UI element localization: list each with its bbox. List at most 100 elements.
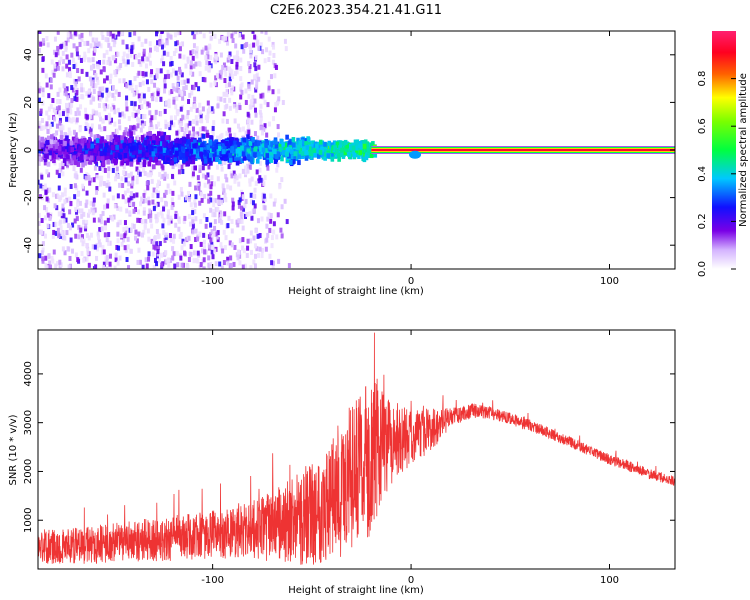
spectrogram-cell bbox=[175, 82, 179, 88]
spectrogram-cell bbox=[177, 226, 181, 232]
spectrogram-cell bbox=[102, 192, 106, 198]
spectrogram-cell bbox=[80, 251, 84, 257]
spectrogram-cell bbox=[278, 146, 283, 152]
spectrogram-cell bbox=[53, 49, 57, 55]
spectrogram-cell bbox=[95, 138, 100, 144]
spectrogram-cell bbox=[153, 114, 157, 120]
spectrogram-cell bbox=[89, 200, 93, 206]
spectrogram-cell bbox=[53, 203, 57, 209]
spectrogram-cell bbox=[101, 161, 106, 167]
spectrogram-cell bbox=[335, 141, 340, 147]
spectrogram-cell bbox=[228, 240, 232, 246]
spectrogram-cell bbox=[256, 233, 260, 239]
spectrogram-cell bbox=[160, 44, 164, 50]
spectrogram-cell bbox=[210, 106, 214, 112]
spectrogram-cell bbox=[57, 185, 61, 191]
spectrogram-cell bbox=[300, 150, 304, 156]
spectrogram-cell bbox=[125, 44, 129, 50]
spectrogram-cell bbox=[53, 109, 57, 115]
spectrogram-cell bbox=[157, 245, 161, 251]
spectrogram-cell bbox=[269, 155, 273, 161]
spectrogram-cell bbox=[107, 91, 111, 97]
spectrogram-cell bbox=[107, 147, 111, 153]
spectrogram-cell bbox=[53, 116, 57, 122]
spectrogram-cell bbox=[267, 143, 272, 149]
spectrogram-cell bbox=[173, 157, 178, 163]
spectrogram-cell bbox=[162, 61, 166, 67]
spectrogram-cell bbox=[162, 42, 166, 48]
spectrogram-cell bbox=[71, 222, 75, 228]
spectrogram-cell bbox=[103, 220, 107, 226]
spectrogram-cell bbox=[39, 108, 43, 114]
spectrogram-cell bbox=[278, 184, 282, 190]
spectrogram-cell bbox=[285, 134, 289, 140]
spectrogram-cell bbox=[43, 183, 47, 189]
spectrogram-cell bbox=[68, 117, 72, 123]
spectrogram-cell bbox=[137, 36, 141, 42]
spectrogram-cell bbox=[55, 62, 59, 68]
spectrogram-cell bbox=[135, 54, 139, 60]
spectrogram-cell bbox=[158, 171, 162, 177]
spectrogram-cell bbox=[157, 121, 161, 127]
spectrogram-cell bbox=[160, 213, 164, 219]
spectrogram-cell bbox=[292, 142, 296, 148]
spectrogram-cell bbox=[95, 174, 99, 180]
spectrogram-cell bbox=[149, 212, 153, 218]
spectrogram-cell bbox=[163, 88, 167, 94]
spectrogram-cell bbox=[214, 53, 218, 59]
spectrogram-cell bbox=[45, 140, 50, 146]
spectrogram-cell bbox=[38, 160, 41, 166]
spectrogram-cell bbox=[230, 228, 234, 234]
spectrogram-cell bbox=[155, 135, 159, 141]
spectrogram-cell bbox=[142, 51, 146, 57]
spectrogram-cell bbox=[217, 218, 221, 224]
spectrogram-cell bbox=[152, 138, 156, 144]
spectrogram-cell bbox=[66, 154, 70, 160]
spectrogram-cell bbox=[264, 143, 268, 149]
spectrogram-cell bbox=[44, 215, 48, 221]
spectrogram-cell bbox=[135, 179, 139, 185]
spectrogram-cell bbox=[101, 249, 105, 255]
spectrogram-cell bbox=[129, 195, 133, 201]
spectrogram-cell bbox=[186, 134, 190, 140]
spectrogram-cell bbox=[274, 102, 278, 108]
spectrogram-cell bbox=[165, 40, 169, 46]
spectrogram-cell bbox=[76, 257, 80, 263]
spectrogram-cell bbox=[179, 154, 183, 160]
spectrogram-cell bbox=[186, 58, 190, 64]
spectrogram-cell bbox=[131, 88, 135, 94]
spectrogram-cell bbox=[57, 211, 61, 217]
spectrogram-cell bbox=[192, 149, 196, 155]
spectrogram-cell bbox=[246, 168, 250, 174]
spectrogram-cell bbox=[180, 72, 184, 78]
spectrogram-cell bbox=[91, 79, 95, 85]
spectrogram-cell bbox=[99, 138, 103, 144]
spectrogram-cell bbox=[145, 180, 149, 186]
spectrogram-cell bbox=[166, 33, 170, 39]
spectrogram-cell bbox=[208, 106, 212, 112]
spectrogram-cell bbox=[134, 149, 139, 155]
spectrogram-cell bbox=[56, 45, 60, 51]
spectrogram-cell bbox=[77, 208, 81, 214]
spectrogram-cell bbox=[38, 144, 41, 150]
spectrogram-cell bbox=[226, 137, 231, 143]
spectrogram-cell bbox=[172, 50, 176, 56]
spectrogram-cell bbox=[278, 143, 283, 149]
spectrogram-cell bbox=[60, 43, 64, 49]
spectrogram-cell bbox=[91, 201, 95, 207]
spectrogram-cell bbox=[249, 199, 253, 205]
spectrogram-cell bbox=[99, 69, 103, 75]
spectrogram-cell bbox=[222, 229, 226, 235]
spectrogram-cell bbox=[198, 109, 202, 115]
spectrogram-cell bbox=[298, 140, 303, 146]
spectrogram-cell bbox=[304, 150, 308, 156]
spectrogram-cell bbox=[68, 158, 73, 164]
spectrogram-cell bbox=[275, 154, 279, 160]
spectrogram-cell bbox=[42, 40, 46, 46]
spectrogram-cell bbox=[63, 191, 67, 197]
spectrogram-cell bbox=[115, 144, 119, 150]
spectrogram-cell bbox=[351, 145, 356, 151]
spectrogram-cell bbox=[54, 263, 58, 269]
spectrogram-cell bbox=[199, 113, 203, 119]
spectrogram-cell bbox=[261, 49, 265, 55]
